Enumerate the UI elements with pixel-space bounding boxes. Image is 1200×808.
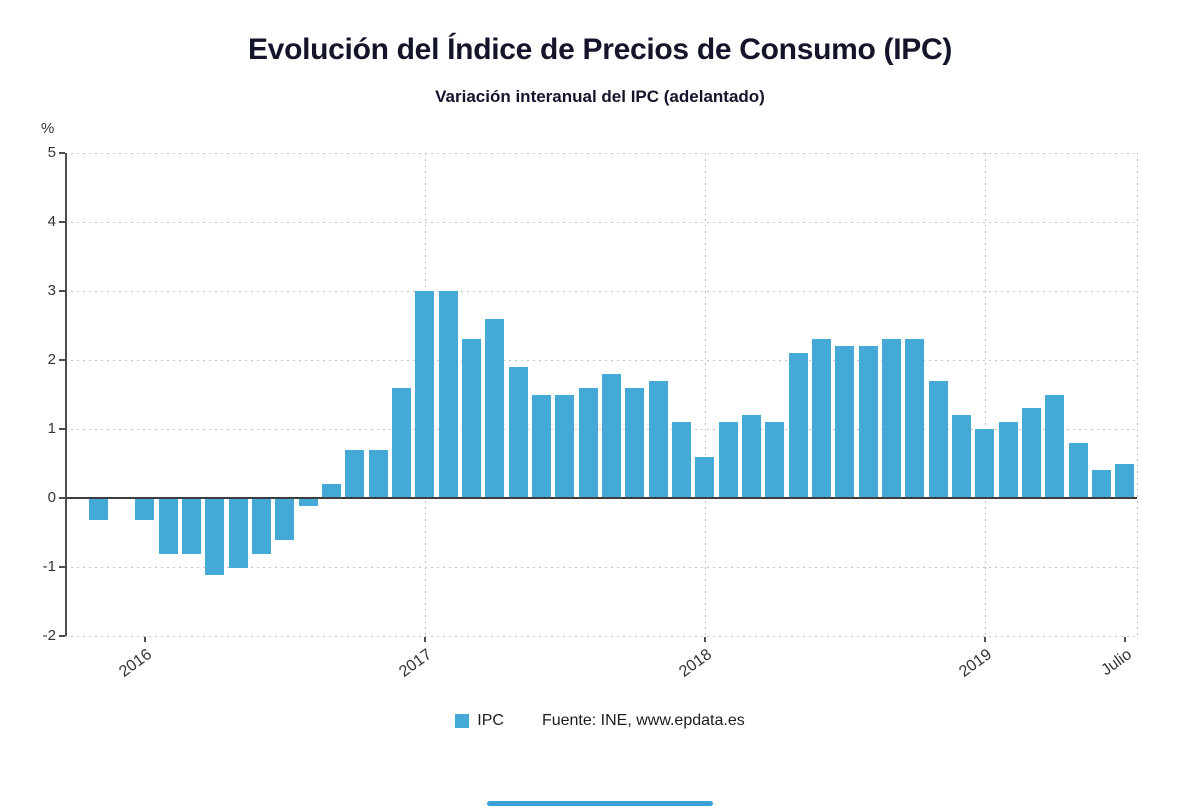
bar — [975, 429, 995, 498]
bar — [322, 484, 342, 498]
y-axis-tick — [59, 221, 65, 223]
bar — [1022, 408, 1042, 498]
bar — [532, 394, 552, 498]
y-axis-tick-label: -2 — [42, 627, 56, 644]
v-gridline — [984, 153, 986, 636]
bar — [858, 346, 878, 498]
source-text: Fuente: INE, www.epdata.es — [541, 712, 745, 729]
bar — [672, 422, 692, 498]
bar — [835, 346, 855, 498]
x-axis-tick — [703, 637, 706, 642]
h-gridline — [65, 567, 1137, 568]
bar — [1092, 470, 1112, 498]
y-axis-tick — [59, 359, 65, 361]
bar — [135, 499, 155, 520]
legend-swatch-icon — [455, 714, 470, 728]
bar — [602, 373, 622, 498]
plot-right-border — [1137, 153, 1138, 636]
bar — [462, 339, 482, 498]
x-axis-tick — [143, 637, 146, 642]
bar — [695, 456, 715, 498]
bar — [182, 499, 202, 555]
x-axis-tick — [423, 637, 426, 642]
y-axis-tick-label: 5 — [47, 144, 56, 161]
h-gridline — [65, 636, 1137, 637]
x-axis-tick — [983, 637, 986, 642]
bar — [1068, 442, 1088, 498]
y-axis-tick-label: 4 — [47, 213, 56, 230]
bottom-accent-bar — [487, 801, 713, 806]
bar — [158, 499, 178, 555]
bar — [742, 415, 762, 498]
bar — [625, 387, 645, 498]
bar — [438, 291, 458, 498]
bar — [998, 422, 1018, 498]
bar — [368, 449, 388, 498]
bar — [298, 499, 318, 506]
bar — [718, 422, 738, 498]
zero-line — [65, 497, 1137, 499]
bar — [252, 499, 272, 555]
bar — [765, 422, 785, 498]
bar — [345, 449, 365, 498]
y-axis-tick — [59, 152, 65, 154]
bar — [392, 387, 412, 498]
y-axis-tick-label: -1 — [42, 558, 56, 575]
y-axis-tick — [59, 497, 65, 499]
chart-title: Evolución del Índice de Precios de Consu… — [247, 33, 953, 66]
bar — [1045, 394, 1065, 498]
bar — [508, 366, 528, 498]
bar — [648, 380, 668, 498]
bar — [928, 380, 948, 498]
bar — [1115, 463, 1135, 498]
bar — [578, 387, 598, 498]
legend: IPC Fuente: INE, www.epdata.es — [0, 712, 1200, 730]
y-axis-tick — [59, 290, 65, 292]
y-axis-tick-label: 3 — [47, 282, 56, 299]
bar — [812, 339, 832, 498]
bar — [88, 499, 108, 520]
bar — [228, 499, 248, 568]
bar — [952, 415, 972, 498]
bar — [555, 394, 575, 498]
h-gridline — [65, 222, 1137, 223]
legend-label: IPC — [477, 712, 504, 729]
bar — [882, 339, 902, 498]
bar — [788, 353, 808, 498]
h-gridline — [65, 291, 1137, 292]
h-gridline — [65, 429, 1137, 430]
y-axis-tick-label: 0 — [47, 489, 56, 506]
y-axis-unit-label: % — [41, 120, 55, 137]
v-gridline — [704, 153, 706, 636]
y-axis-tick-label: 1 — [47, 420, 56, 437]
h-gridline — [65, 360, 1137, 361]
bar — [275, 499, 295, 541]
bar — [485, 318, 505, 498]
y-axis-tick — [59, 428, 65, 430]
bar — [905, 339, 925, 498]
x-axis-tick — [1123, 637, 1126, 642]
h-gridline — [65, 153, 1137, 154]
bar — [415, 291, 435, 498]
chart-subtitle: Variación interanual del IPC (adelantado… — [435, 87, 765, 106]
bar — [205, 499, 225, 575]
y-axis-tick — [59, 566, 65, 568]
y-axis-line — [65, 153, 67, 636]
y-axis-tick-label: 2 — [47, 351, 56, 368]
y-axis-tick — [59, 635, 65, 637]
